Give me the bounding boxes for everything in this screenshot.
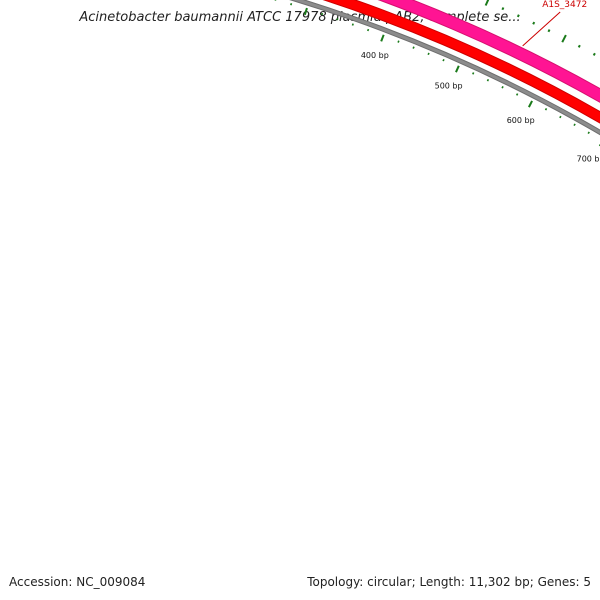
outer-tick bbox=[501, 7, 505, 11]
backbone-tick bbox=[427, 52, 430, 56]
outer-tick bbox=[547, 29, 551, 33]
outer-tick bbox=[592, 52, 596, 56]
backbone-tick bbox=[515, 93, 519, 96]
backbone-tick bbox=[442, 58, 445, 62]
backbone-tick bbox=[559, 115, 562, 119]
gene-band-outline bbox=[377, 0, 600, 104]
cds-band bbox=[325, 0, 600, 123]
backbone-tick bbox=[412, 46, 415, 49]
tick-label: 500 bp bbox=[435, 82, 463, 91]
gene-label: A1S_3472 bbox=[542, 0, 587, 10]
backbone-tick bbox=[290, 3, 293, 6]
backbone-tick bbox=[321, 12, 324, 16]
summary-text: Topology: circular; Length: 11,302 bp; G… bbox=[307, 575, 591, 589]
backbone-tick bbox=[351, 23, 354, 26]
backbone-tick bbox=[527, 100, 533, 108]
backbone-tick bbox=[587, 131, 590, 135]
backbone bbox=[292, 0, 600, 135]
outer-tick bbox=[561, 34, 567, 43]
gene-label-leader bbox=[522, 11, 561, 47]
outer-tick bbox=[516, 14, 520, 18]
backbone-tick bbox=[455, 65, 460, 73]
backbone-tick bbox=[367, 28, 370, 32]
accession-text: Accession: NC_009084 bbox=[9, 575, 146, 589]
backbone-tick bbox=[573, 123, 576, 127]
backbone-tick bbox=[501, 86, 504, 89]
backbone-tick bbox=[380, 34, 385, 42]
tick-label: 700 bp bbox=[577, 155, 600, 164]
backbone-tick bbox=[274, 0, 277, 1]
gene-band bbox=[380, 0, 600, 102]
backbone-tick bbox=[336, 18, 339, 21]
tick-label: 600 bp bbox=[507, 116, 535, 125]
tick-label: 400 bp bbox=[361, 51, 389, 60]
backbone-tick bbox=[397, 40, 400, 43]
backbone-tick bbox=[472, 72, 475, 75]
outer-tick bbox=[532, 21, 536, 25]
outer-tick bbox=[484, 0, 490, 6]
cds-band-shadow bbox=[322, 0, 600, 124]
outer-tick bbox=[577, 44, 581, 48]
backbone-tick bbox=[544, 108, 548, 111]
backbone-tick bbox=[486, 79, 490, 82]
backbone-tick bbox=[303, 7, 308, 16]
